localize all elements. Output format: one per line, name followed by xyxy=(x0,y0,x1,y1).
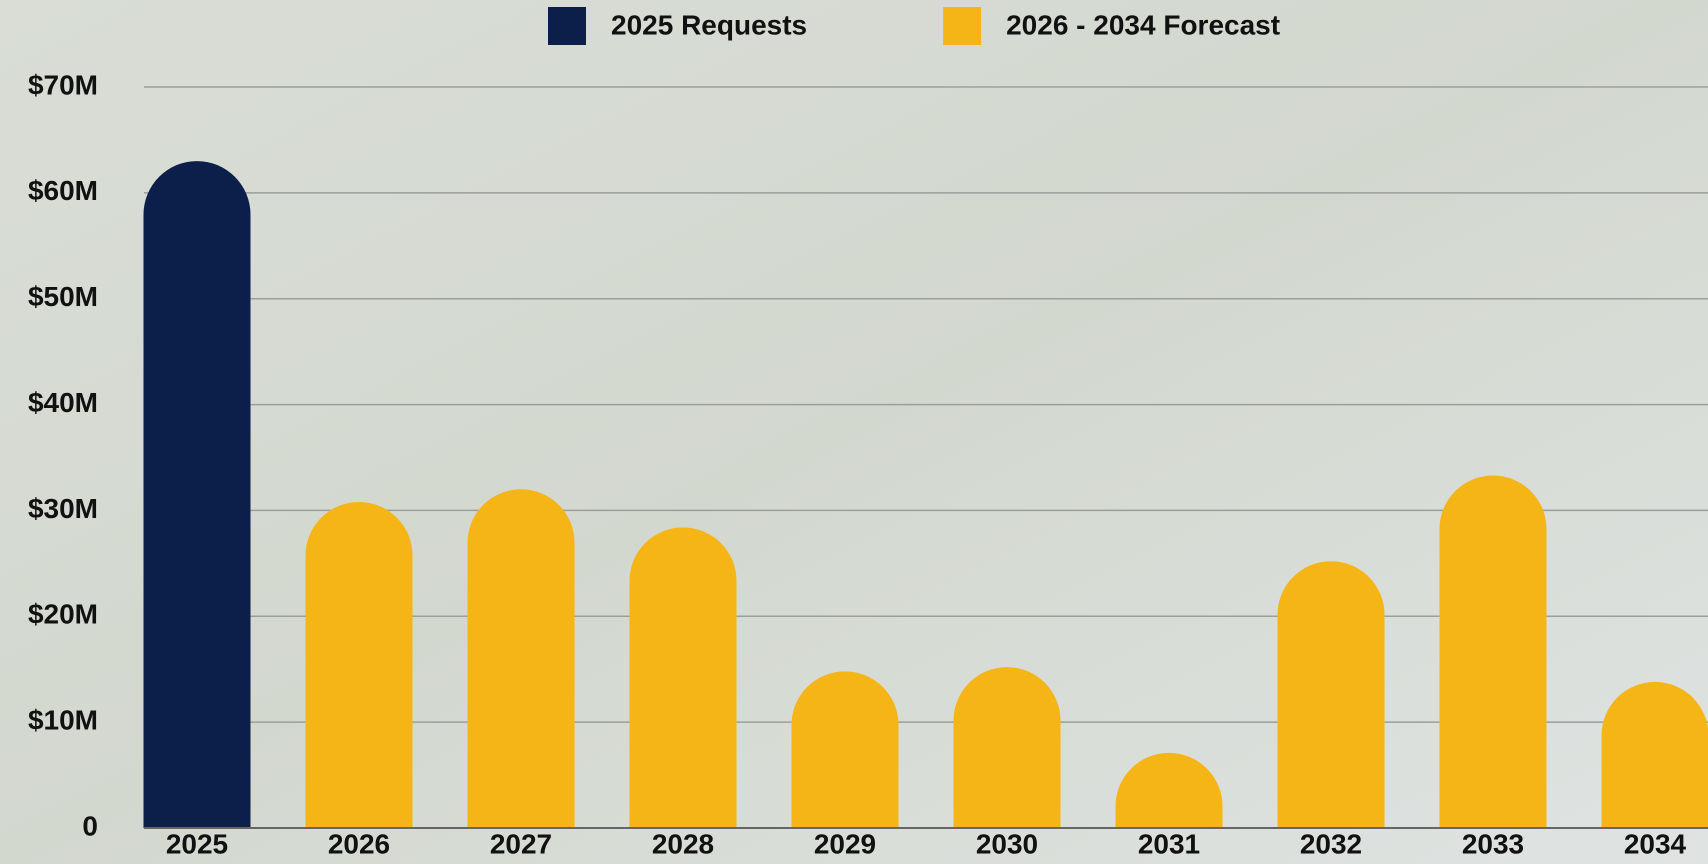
bar xyxy=(305,501,413,828)
legend-label: 2026 - 2034 Forecast xyxy=(1006,9,1280,40)
y-tick-label: $70M xyxy=(28,69,98,100)
x-tick-label: 2033 xyxy=(1462,828,1524,859)
x-tick-label: 2027 xyxy=(490,828,552,859)
x-tick-label: 2026 xyxy=(328,828,390,859)
legend-swatch xyxy=(548,7,586,45)
bar xyxy=(1601,681,1708,828)
bar xyxy=(953,667,1061,828)
bar xyxy=(143,161,251,829)
y-tick-label: $10M xyxy=(28,705,98,736)
y-tick-label: $60M xyxy=(28,175,98,206)
legend-label: 2025 Requests xyxy=(611,9,807,40)
x-tick-label: 2032 xyxy=(1300,828,1362,859)
legend-swatch xyxy=(943,7,982,45)
y-tick-label: $30M xyxy=(28,493,98,524)
x-tick-label: 2031 xyxy=(1138,828,1200,859)
bar xyxy=(1439,475,1547,828)
x-tick-label: 2029 xyxy=(814,828,876,859)
y-tick-label: $20M xyxy=(28,599,98,630)
bar xyxy=(467,489,575,828)
bar xyxy=(1115,752,1223,828)
bar xyxy=(629,527,737,828)
x-tick-label: 2034 xyxy=(1624,828,1687,859)
x-tick-label: 2028 xyxy=(652,828,714,859)
bar xyxy=(791,671,899,828)
y-tick-label: $40M xyxy=(28,387,98,418)
y-tick-label: 0 xyxy=(82,810,98,841)
y-tick-label: $50M xyxy=(28,281,98,312)
bar xyxy=(1277,561,1385,828)
x-tick-label: 2025 xyxy=(166,828,228,859)
x-tick-label: 2030 xyxy=(976,828,1038,859)
